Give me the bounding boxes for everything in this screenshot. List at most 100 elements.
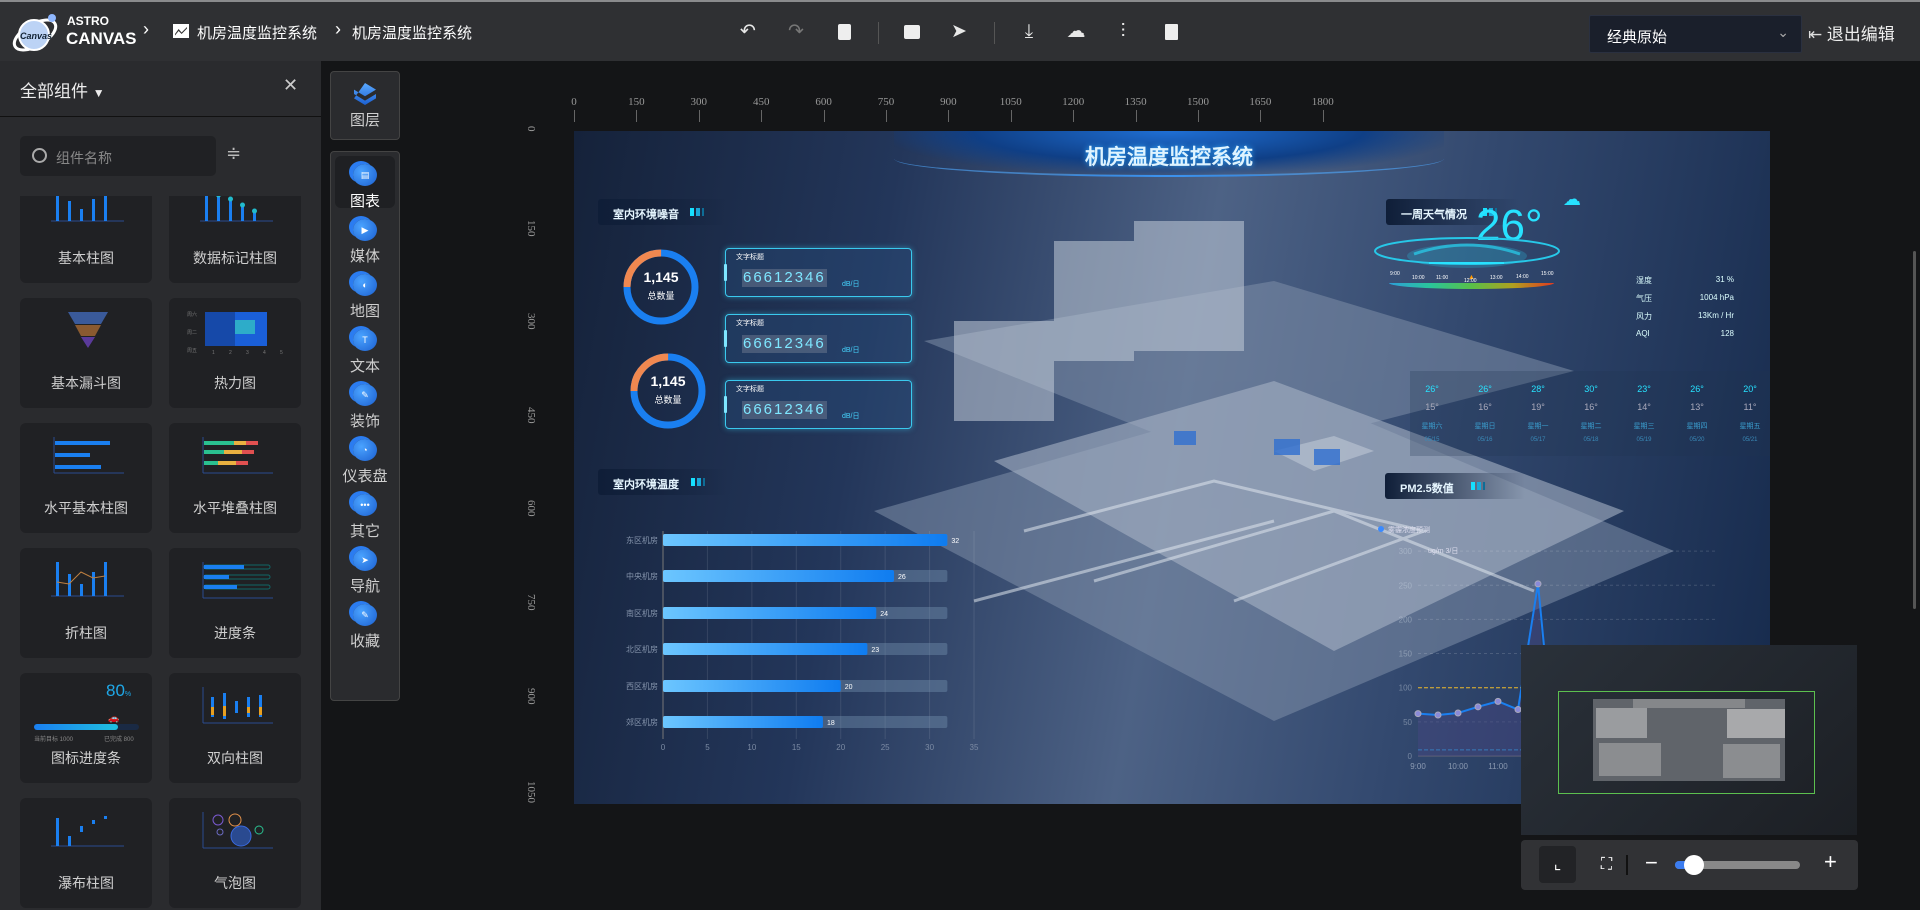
section-title: 一周天气情况 [1401, 209, 1467, 221]
bar[interactable] [663, 716, 823, 728]
weather-stat-label: 风力 [1636, 312, 1652, 321]
metric-card[interactable]: 文字标题 66612346 dB/日 [724, 314, 912, 363]
bar[interactable] [663, 643, 868, 655]
export-icon[interactable] [1159, 20, 1183, 44]
theme-select-value: 经典原始 [1607, 29, 1668, 46]
metric-card[interactable]: 文字标题 66612346 dB/日 [724, 248, 912, 297]
y-tick-label: 250 [1399, 581, 1413, 590]
component-label: 气泡图 [214, 875, 256, 891]
data-point[interactable] [1454, 709, 1462, 717]
sliders-icon[interactable]: ⫶ [1120, 21, 1126, 42]
app-logo: Canvas [10, 8, 60, 58]
breadcrumb-item[interactable]: 机房温度监控系统 [197, 25, 318, 42]
save-icon[interactable] [832, 20, 856, 44]
data-point[interactable] [1434, 711, 1442, 719]
minimap-viewport[interactable] [1558, 691, 1815, 794]
nav-gauge[interactable]: ◔ 仪表盘 [335, 431, 395, 485]
publish-icon[interactable]: ➤ [951, 21, 967, 42]
nav-navigation[interactable]: ➤ 导航 [335, 541, 395, 595]
weather-stat-value: 13Km / Hr [1697, 311, 1734, 320]
data-point[interactable] [1534, 580, 1542, 588]
preview-icon[interactable] [900, 20, 924, 44]
bar[interactable] [663, 607, 877, 619]
component-card[interactable]: 折柱图 [20, 548, 152, 658]
component-card[interactable]: 瀑布柱图 [20, 798, 152, 908]
bar[interactable] [663, 570, 895, 582]
zoom-slider[interactable] [1675, 855, 1800, 875]
nav-decoration[interactable]: ✎ 装饰 [335, 376, 395, 430]
nav-more[interactable]: ••• 其它 [335, 486, 395, 540]
component-thumbnail [205, 312, 267, 346]
zoom-in-button[interactable]: + [1824, 849, 1837, 874]
progress-thumb-done: 已完成 800 [104, 737, 134, 743]
zoom-slider-handle[interactable] [1683, 855, 1704, 875]
component-card[interactable]: 水平堆叠柱图 [169, 423, 301, 533]
ruler-y-label: 0 [525, 126, 537, 132]
panel-title[interactable]: 全部组件 ▼ [20, 77, 105, 102]
redo-icon[interactable]: ↷ [788, 21, 804, 42]
y-tick-label: 0 [1408, 752, 1413, 761]
undo-icon[interactable]: ↶ [740, 21, 756, 42]
component-card[interactable]: 基本漏斗图 [20, 298, 152, 408]
heatmap-col-label: 4 [263, 350, 266, 356]
nav-text[interactable]: T 文本 [335, 321, 395, 375]
control-divider [1626, 855, 1628, 875]
component-thumbnail [51, 562, 124, 597]
more-icon: ••• [353, 494, 377, 516]
data-point[interactable] [1414, 710, 1422, 718]
nav-favorite[interactable]: ✎ 收藏 [335, 596, 395, 650]
component-card[interactable]: 进度条 [169, 548, 301, 658]
data-point[interactable] [1494, 697, 1502, 705]
card-title: 文字标题 [736, 320, 764, 327]
heatmap-col-label: 5 [280, 350, 283, 356]
forecast-date: 05/15 [1424, 437, 1440, 443]
layers-panel: 图层 [330, 71, 400, 140]
component-card[interactable]: 双向柱图 [169, 673, 301, 783]
fullscreen-button[interactable]: ⛶ [1588, 846, 1625, 883]
nav-chart[interactable]: ▤ 图表 [335, 156, 395, 210]
collapse-icon[interactable]: ≑ [226, 143, 242, 163]
ruler-tick [574, 110, 575, 122]
component-card[interactable]: 周六 周二 周五 1 2 3 4 5 热力图 [169, 298, 301, 408]
nav-label: 其它 [349, 523, 380, 540]
nav-map[interactable]: ◐ 地图 [335, 266, 395, 320]
chart-monitor-icon [173, 24, 189, 38]
component-card[interactable]: 水平基本柱图 [20, 423, 152, 533]
component-card[interactable]: 数据标记柱图 [169, 196, 301, 283]
nav-layers[interactable]: 图层 [335, 75, 395, 135]
data-point[interactable] [1474, 703, 1482, 711]
legend-marker [1378, 526, 1384, 532]
minimap[interactable] [1521, 645, 1857, 835]
search-input[interactable]: 组件名称 [20, 136, 216, 176]
weather-stat-value: 128 [1720, 329, 1734, 338]
close-icon[interactable]: ✕ [283, 75, 299, 95]
vertical-scrollbar[interactable] [1913, 251, 1916, 609]
download-icon[interactable]: ⤓ [1024, 21, 1034, 42]
zoom-out-button[interactable]: − [1645, 850, 1658, 875]
cloud-upload-icon[interactable]: ☁ [1066, 21, 1086, 42]
component-panel: 全部组件 ▼ ✕ 组件名称 ≑ 基本柱图 数据标记柱图 基本漏斗图 周六 周二 周五 1 2 3… [0, 61, 321, 910]
y-tick-label: 300 [1399, 547, 1413, 556]
search-icon [32, 148, 47, 163]
bar[interactable] [663, 680, 841, 692]
component-card[interactable]: 基本柱图 [20, 196, 152, 283]
bar[interactable] [663, 534, 948, 546]
forecast-day: 星期二 [1580, 423, 1602, 430]
zoom-controls: ⌞ ⛶ − + [1521, 840, 1858, 890]
layers-icon [354, 83, 376, 105]
component-card[interactable]: 气泡图 [169, 798, 301, 908]
theme-select[interactable]: 经典原始 ⌄ [1589, 15, 1802, 53]
category-nav: ▤ 图表 ▶ 媒体 ◐ 地图 T 文本 ✎ 装饰 ◔ 仪表盘 ••• 其它 ➤ 导航 ✎ 收藏 [330, 151, 400, 701]
breadcrumb-item[interactable]: 机房温度监控系统 [352, 25, 473, 42]
metric-card[interactable]: 文字标题 66612346 dB/日 [724, 380, 912, 429]
favorite-icon: ✎ [353, 604, 377, 626]
exit-edit-button[interactable]: ⇤ 退出编辑 [1808, 20, 1895, 44]
nav-media[interactable]: ▶ 媒体 [335, 211, 395, 265]
fit-screen-button[interactable]: ⌞ [1539, 846, 1576, 883]
minimap-preview [1593, 699, 1785, 781]
card-accent [724, 396, 727, 413]
heatmap-row-label: 周五 [187, 348, 198, 354]
component-card[interactable]: 80% 🚗 当前目标 1000 已完成 800 图标进度条 [20, 673, 152, 783]
y-tick-label: 50 [1403, 718, 1412, 727]
